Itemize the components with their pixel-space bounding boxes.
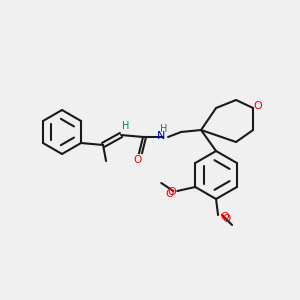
- Text: O: O: [254, 101, 262, 111]
- Text: O: O: [222, 214, 230, 224]
- Text: H: H: [122, 121, 130, 131]
- Text: O: O: [133, 155, 141, 165]
- Text: O: O: [167, 187, 176, 197]
- Text: H: H: [160, 124, 168, 134]
- Text: O: O: [165, 189, 173, 199]
- Text: N: N: [157, 131, 165, 141]
- Text: O: O: [221, 212, 230, 222]
